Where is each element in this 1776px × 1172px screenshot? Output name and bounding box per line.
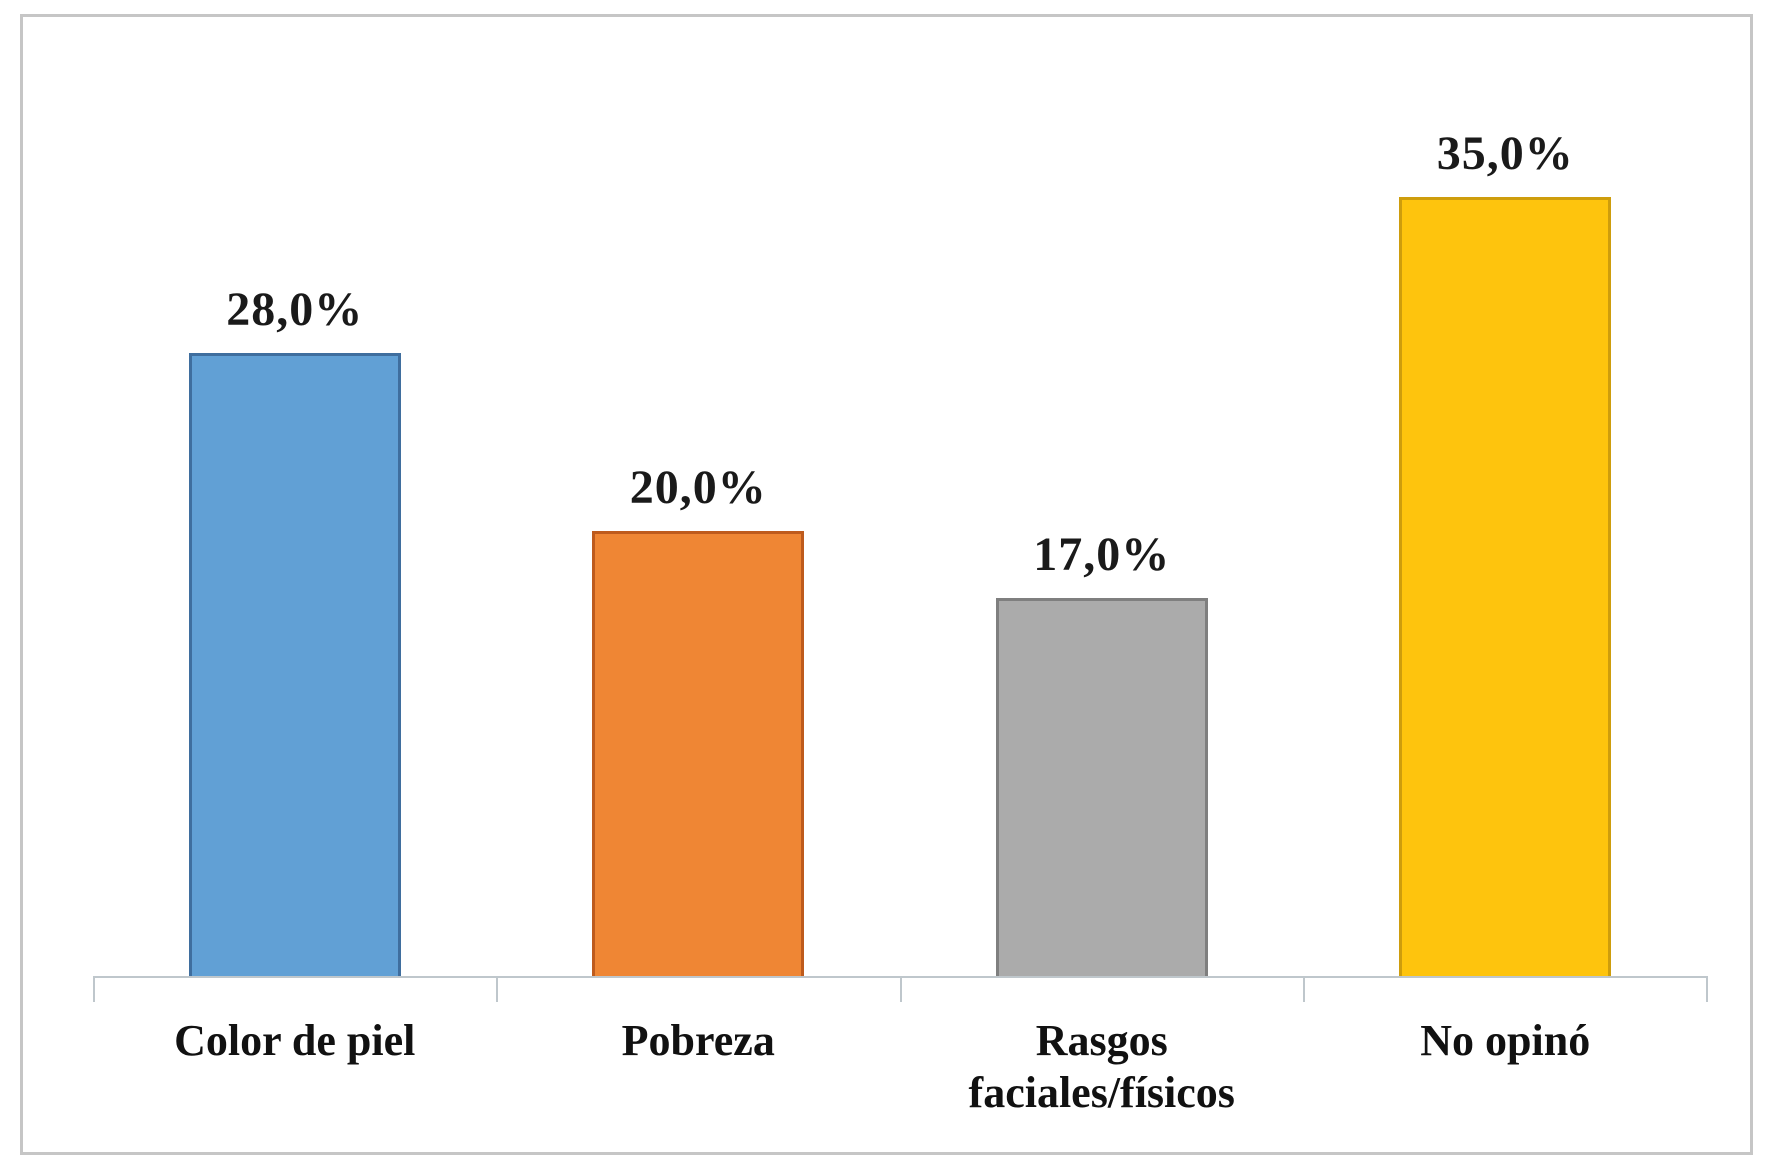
x-axis-tick	[93, 976, 95, 1002]
bar-group-pobreza: 20,0%	[497, 85, 901, 977]
bar-color-de-piel	[188, 352, 401, 977]
bar-group-color-de-piel: 28,0%	[93, 85, 497, 977]
category-label-rasgos-faciales: Rasgos faciales/físicos	[968, 1016, 1235, 1117]
value-label: 28,0%	[226, 282, 364, 336]
x-axis-tick	[496, 976, 498, 1002]
bar-rasgos-faciales	[995, 597, 1208, 977]
bar-group-no-opino: 35,0%	[1304, 85, 1708, 977]
bar-pobreza	[592, 531, 805, 977]
value-label: 17,0%	[1033, 527, 1171, 581]
category-label-color-de-piel: Color de piel	[174, 1016, 416, 1065]
bar-no-opino	[1399, 196, 1612, 977]
plot-area: 28,0% 20,0% 17,0% 35,0%	[93, 85, 1707, 977]
bar-group-rasgos-faciales: 17,0%	[900, 85, 1304, 977]
x-axis-tick	[1706, 976, 1708, 1002]
x-axis-tick	[900, 976, 902, 1002]
x-axis-tick	[1303, 976, 1305, 1002]
x-axis-category-labels: Color de piel Pobreza Rasgos faciales/fí…	[93, 1015, 1707, 1119]
value-label: 20,0%	[629, 461, 767, 514]
category-label-pobreza: Pobreza	[621, 1016, 775, 1065]
category-label-no-opino: No opinó	[1420, 1016, 1591, 1065]
value-label: 35,0%	[1436, 126, 1574, 180]
chart-frame: 28,0% 20,0% 17,0% 35,0% Color de piel	[20, 14, 1753, 1155]
